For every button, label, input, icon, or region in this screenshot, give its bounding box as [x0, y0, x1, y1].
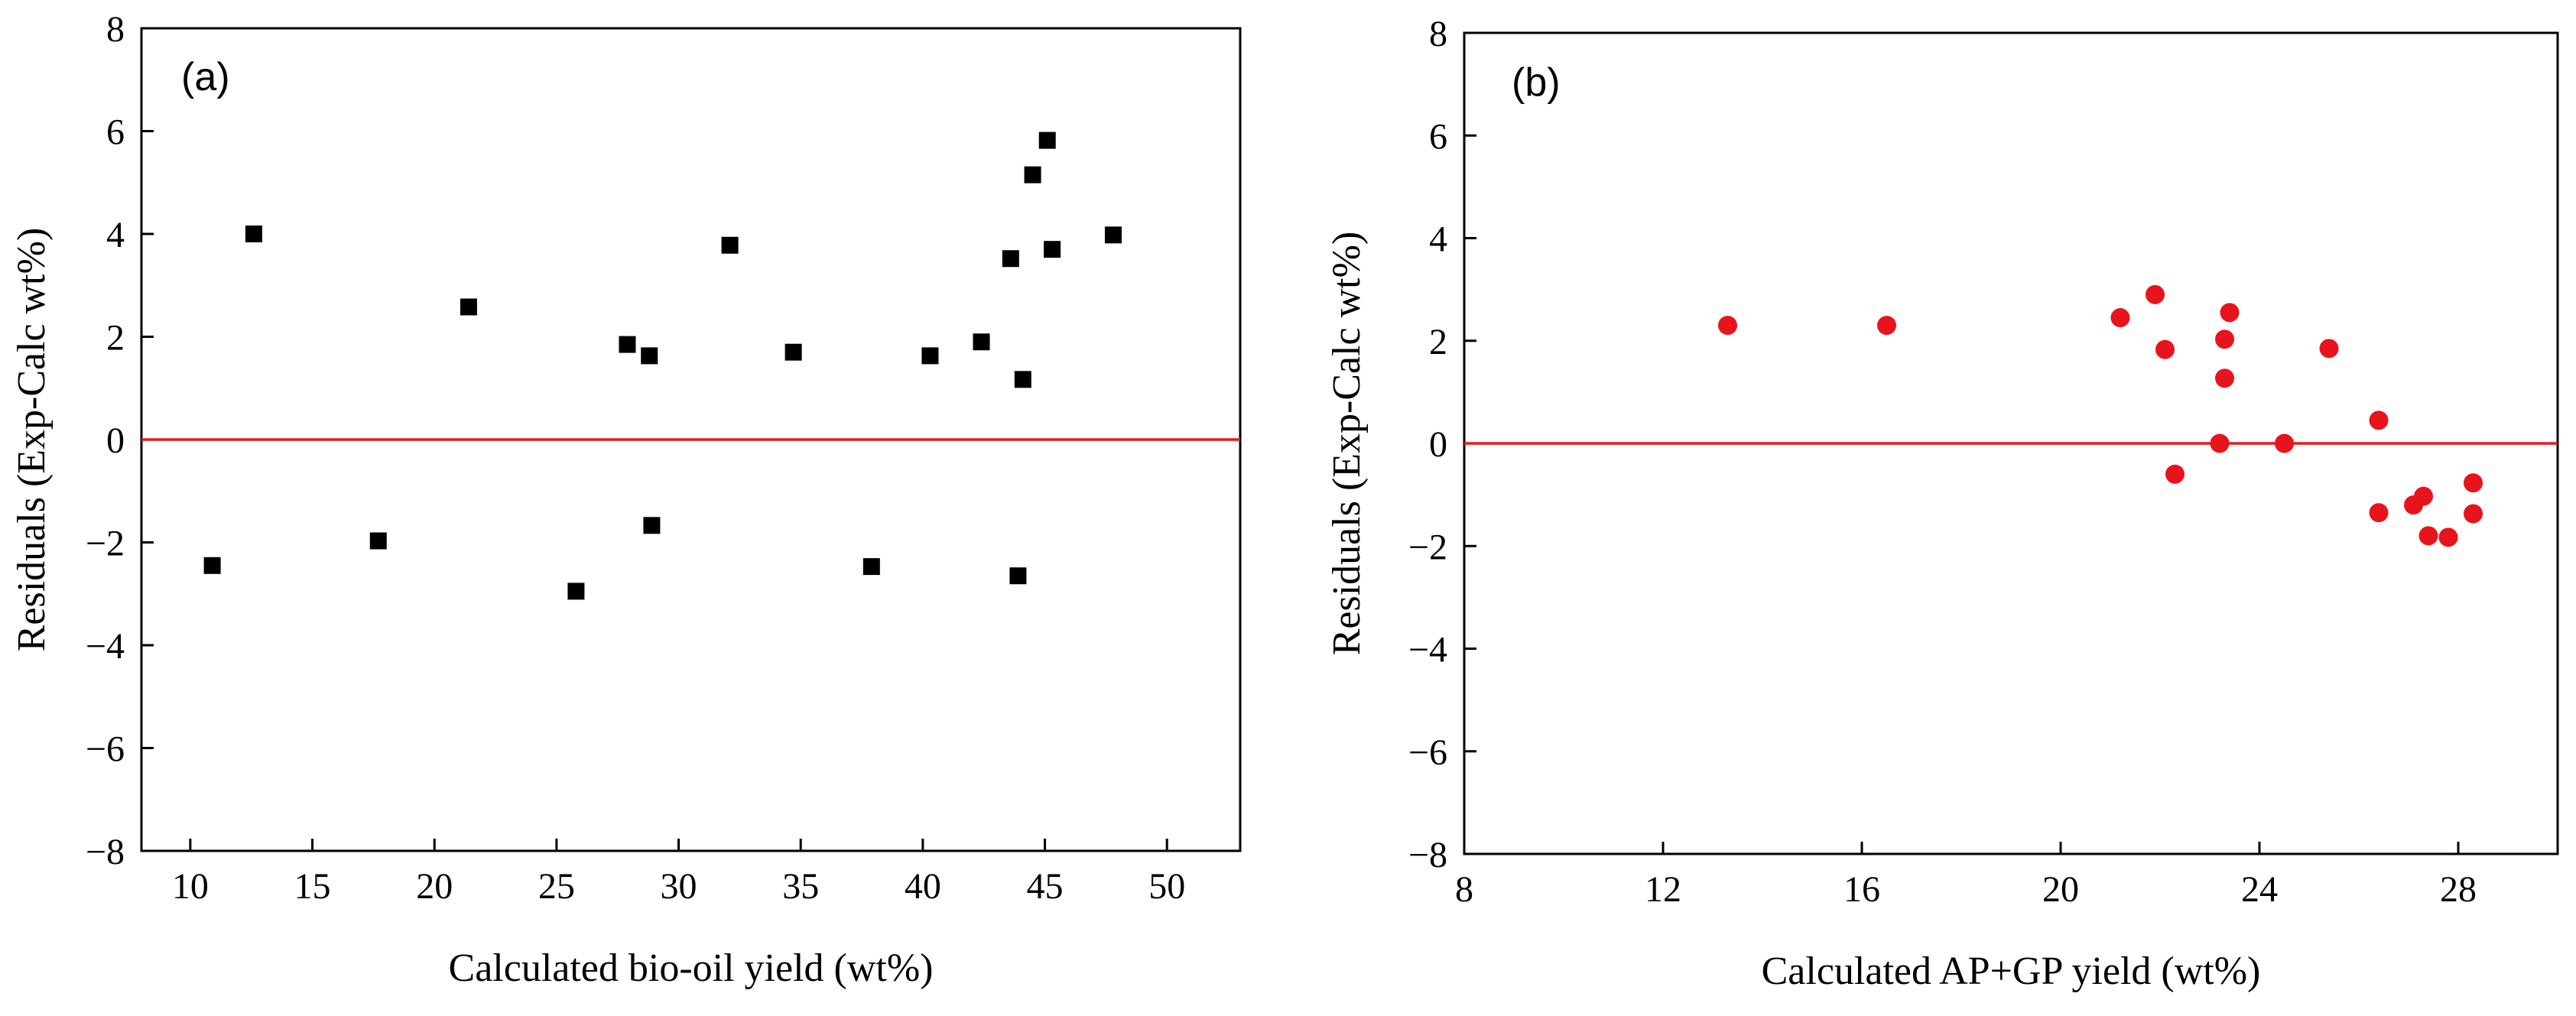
data-point: [2215, 329, 2234, 349]
x-tick-label: 24: [2241, 869, 2278, 910]
data-point: [784, 343, 802, 361]
data-point: [245, 226, 262, 242]
data-point: [643, 517, 661, 534]
data-point: [862, 558, 880, 576]
y-tick-label: −8: [86, 832, 125, 872]
data-point: [2220, 303, 2240, 323]
data-point: [567, 583, 585, 600]
data-point: [2146, 284, 2165, 304]
y-tick-label: −2: [1408, 527, 1447, 567]
data-point: [721, 236, 739, 254]
data-point: [2464, 473, 2483, 493]
data-point: [369, 532, 387, 550]
x-tick-label: 40: [905, 866, 941, 907]
x-tick-label: 20: [2042, 869, 2079, 910]
panel-a: 10 15 20 25 30 35 40 45 50 −8 −6 −4 −2 0 2 4 6 8 (a) Calcul…: [10, 9, 1242, 990]
data-point: [2275, 433, 2294, 453]
x-tick-label: 35: [782, 866, 819, 907]
x-tick-label: 50: [1148, 866, 1185, 907]
y-tick-label: 4: [106, 215, 125, 255]
data-point: [460, 298, 477, 316]
y-tick-label: 8: [106, 9, 125, 50]
data-point: [619, 336, 636, 353]
y-tick-label: 8: [1429, 14, 1447, 54]
data-point: [1009, 567, 1027, 585]
data-point: [2438, 527, 2458, 547]
data-point: [2215, 368, 2234, 388]
data-point: [1002, 250, 1019, 268]
y-axis-label: Residuals (Exp-Calc wt%): [1325, 232, 1369, 656]
data-point: [641, 347, 658, 365]
y-tick-label: −8: [1408, 835, 1447, 875]
data-point: [203, 557, 221, 574]
x-axis-label: Calculated AP+GP yield (wt%): [1762, 949, 2261, 993]
data-point: [973, 333, 990, 351]
data-point: [1024, 166, 1041, 183]
panel-label: (a): [181, 55, 230, 99]
x-tick-label: 30: [661, 866, 697, 907]
x-axis-label: Calculated bio-oil yield (wt%): [449, 946, 934, 990]
data-point: [1718, 316, 1737, 336]
data-point: [2110, 308, 2130, 328]
data-point: [2155, 339, 2175, 359]
y-tick-label: 0: [106, 420, 125, 461]
data-point: [1104, 226, 1122, 244]
x-tick-label: 12: [1645, 869, 1681, 910]
data-point: [2418, 526, 2438, 546]
y-tick-label: 6: [1429, 116, 1447, 157]
y-tick-label: −4: [86, 626, 125, 667]
x-tick-label: 10: [172, 866, 209, 907]
y-tick-label: 6: [106, 112, 125, 153]
y-tick-label: −2: [86, 524, 125, 564]
panel-label: (b): [1512, 60, 1561, 105]
y-tick-label: −6: [1408, 732, 1447, 773]
data-point: [2414, 486, 2433, 506]
data-point: [2369, 503, 2389, 523]
y-tick-label: −4: [1408, 630, 1447, 670]
data-point: [2210, 433, 2230, 453]
x-tick-label: 25: [538, 866, 575, 907]
y-tick-label: 4: [1429, 219, 1447, 260]
y-tick-label: −6: [86, 729, 125, 770]
data-point: [2319, 339, 2339, 359]
data-point: [2464, 504, 2483, 524]
data-point: [1044, 241, 1061, 258]
x-tick-label: 28: [2440, 869, 2477, 910]
x-tick-label: 16: [1843, 869, 1880, 910]
data-point: [921, 347, 939, 365]
data-point: [1877, 316, 1896, 336]
x-tick-label: 20: [416, 866, 453, 907]
x-tick-label: 8: [1455, 869, 1473, 910]
data-point: [1014, 371, 1031, 388]
y-tick-label: 0: [1429, 424, 1447, 465]
data-point: [1038, 131, 1056, 149]
y-tick-label: 2: [1429, 322, 1447, 362]
y-tick-label: 2: [106, 318, 125, 359]
y-axis-label: Residuals (Exp-Calc wt%): [10, 228, 54, 652]
x-tick-label: 45: [1027, 866, 1064, 907]
data-point: [2369, 411, 2389, 430]
data-point: [2165, 464, 2185, 484]
x-tick-label: 15: [294, 866, 331, 907]
